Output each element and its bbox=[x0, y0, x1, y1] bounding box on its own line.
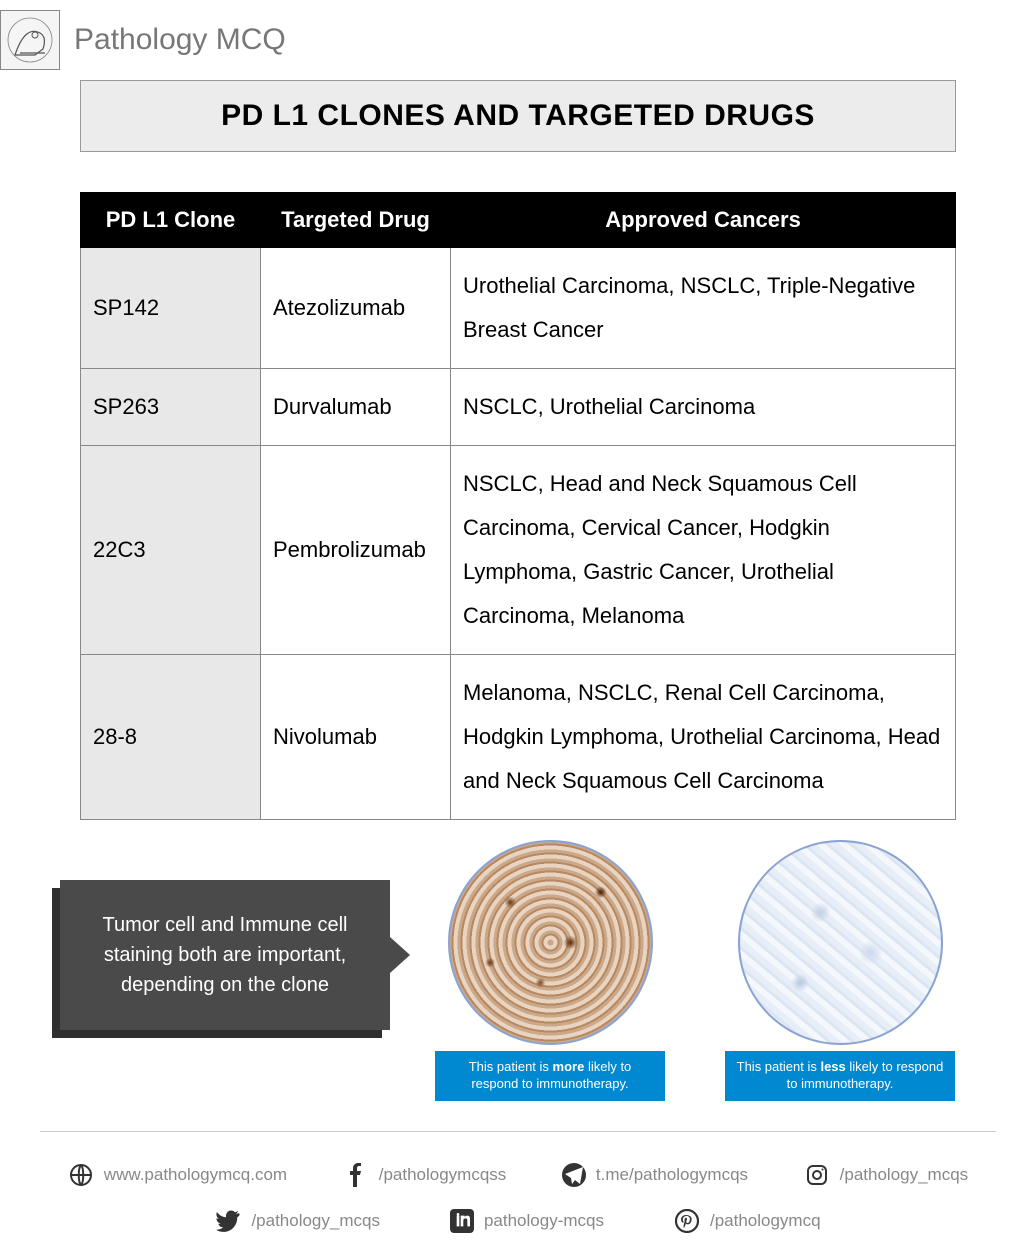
facebook-text: /pathologymcqss bbox=[379, 1165, 507, 1185]
footer-row-1: www.pathologymcq.com /pathologymcqss t.m… bbox=[0, 1152, 1036, 1198]
cell-drug: Durvalumab bbox=[261, 369, 451, 446]
page-header: Pathology MCQ bbox=[0, 0, 1036, 80]
telegram-icon bbox=[562, 1163, 586, 1187]
staining-note: Tumor cell and Immune cell staining both… bbox=[60, 880, 390, 1030]
table-header-row: PD L1 Clone Targeted Drug Approved Cance… bbox=[81, 193, 956, 248]
cell-cancers: NSCLC, Head and Neck Squamous Cell Carci… bbox=[451, 446, 956, 655]
telegram-link[interactable]: t.me/pathologymcqs bbox=[562, 1163, 748, 1187]
footer-row-2: /pathology_mcqs pathology-mcqs /patholog… bbox=[0, 1198, 1036, 1244]
telegram-text: t.me/pathologymcqs bbox=[596, 1165, 748, 1185]
table-row: SP142 Atezolizumab Urothelial Carcinoma,… bbox=[81, 248, 956, 369]
page-title: PD L1 CLONES AND TARGETED DRUGS bbox=[80, 80, 956, 152]
brand-title: Pathology MCQ bbox=[74, 23, 286, 57]
twitter-icon bbox=[215, 1208, 241, 1234]
pinterest-text: /pathologymcq bbox=[710, 1211, 821, 1231]
col-header-drug: Targeted Drug bbox=[261, 193, 451, 248]
pinterest-link[interactable]: /pathologymcq bbox=[674, 1208, 821, 1234]
brand-logo bbox=[0, 10, 60, 70]
cell-cancers: NSCLC, Urothelial Carcinoma bbox=[451, 369, 956, 446]
instagram-icon bbox=[804, 1162, 830, 1188]
caption-bold: less bbox=[820, 1059, 845, 1074]
linkedin-icon bbox=[450, 1209, 474, 1233]
globe-icon bbox=[68, 1162, 94, 1188]
cell-clone: SP263 bbox=[81, 369, 261, 446]
caption-bold: more bbox=[553, 1059, 585, 1074]
note-samples-row: Tumor cell and Immune cell staining both… bbox=[60, 840, 976, 1101]
cell-clone: 28-8 bbox=[81, 655, 261, 820]
pinterest-icon bbox=[674, 1208, 700, 1234]
instagram-text: /pathology_mcqs bbox=[840, 1165, 969, 1185]
cell-drug: Atezolizumab bbox=[261, 248, 451, 369]
instagram-link[interactable]: /pathology_mcqs bbox=[804, 1162, 969, 1188]
cell-clone: 22C3 bbox=[81, 446, 261, 655]
footer-divider bbox=[40, 1131, 996, 1132]
website-text: www.pathologymcq.com bbox=[104, 1165, 287, 1185]
caption-text: This patient is bbox=[737, 1059, 821, 1074]
cell-drug: Pembrolizumab bbox=[261, 446, 451, 655]
twitter-link[interactable]: /pathology_mcqs bbox=[215, 1208, 380, 1234]
cell-clone: SP142 bbox=[81, 248, 261, 369]
positive-sample: This patient is more likely to respond t… bbox=[420, 840, 680, 1101]
linkedin-link[interactable]: pathology-mcqs bbox=[450, 1209, 604, 1233]
cell-cancers: Melanoma, NSCLC, Renal Cell Carcinoma, H… bbox=[451, 655, 956, 820]
negative-caption: This patient is less likely to respond t… bbox=[725, 1051, 955, 1101]
pdl1-table: PD L1 Clone Targeted Drug Approved Cance… bbox=[80, 192, 956, 820]
cell-cancers: Urothelial Carcinoma, NSCLC, Triple-Nega… bbox=[451, 248, 956, 369]
facebook-link[interactable]: /pathologymcqss bbox=[343, 1162, 507, 1188]
website-link[interactable]: www.pathologymcq.com bbox=[68, 1162, 287, 1188]
table-row: 28-8 Nivolumab Melanoma, NSCLC, Renal Ce… bbox=[81, 655, 956, 820]
table-row: 22C3 Pembrolizumab NSCLC, Head and Neck … bbox=[81, 446, 956, 655]
microscope-sketch-icon bbox=[5, 15, 55, 65]
positive-stain-image bbox=[448, 840, 653, 1045]
caption-text: This patient is bbox=[469, 1059, 553, 1074]
positive-caption: This patient is more likely to respond t… bbox=[435, 1051, 665, 1101]
cell-drug: Nivolumab bbox=[261, 655, 451, 820]
facebook-icon bbox=[343, 1162, 369, 1188]
col-header-clone: PD L1 Clone bbox=[81, 193, 261, 248]
negative-stain-image bbox=[738, 840, 943, 1045]
negative-sample: This patient is less likely to respond t… bbox=[710, 840, 970, 1101]
twitter-text: /pathology_mcqs bbox=[251, 1211, 380, 1231]
linkedin-text: pathology-mcqs bbox=[484, 1211, 604, 1231]
table-row: SP263 Durvalumab NSCLC, Urothelial Carci… bbox=[81, 369, 956, 446]
col-header-cancers: Approved Cancers bbox=[451, 193, 956, 248]
